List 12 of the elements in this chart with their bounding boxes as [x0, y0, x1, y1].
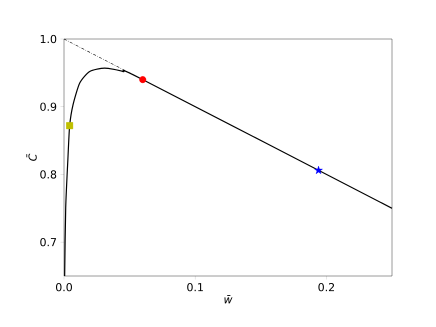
point — [139, 76, 146, 84]
x-tick-label: 0.0 — [56, 283, 72, 292]
x-tick-label: 0.1 — [187, 283, 203, 292]
point — [66, 122, 74, 130]
y-tick-label: 0.7 — [40, 238, 56, 246]
y-axis-title: C̄ — [26, 154, 37, 161]
y-tick-label: 1.0 — [40, 34, 56, 44]
y-tick-label: 0.8 — [40, 170, 56, 179]
point — [314, 166, 323, 174]
x-tick-label: 0.2 — [318, 283, 334, 292]
x-axis-title: w̄ — [224, 295, 232, 304]
y-tick-label: 0.9 — [40, 102, 56, 111]
